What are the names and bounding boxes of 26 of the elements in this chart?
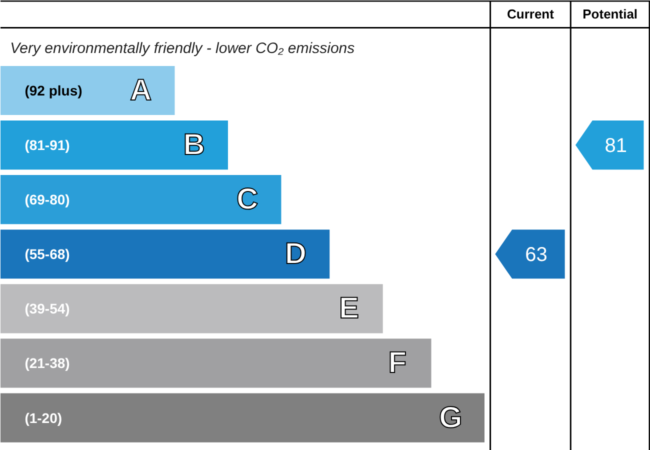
y-tick-label: (81-91) (24, 137, 70, 154)
text: 63 (525, 244, 548, 266)
y-tick-label: (1-20) (24, 410, 62, 426)
y-tick-label: (21-38) (24, 355, 70, 372)
annotation: C (236, 183, 258, 216)
bar (0, 393, 484, 442)
bar (0, 66, 175, 116)
annotation: G (438, 401, 462, 434)
chart-title: Very environmentally friendly - lower CO₂ emissions (10, 40, 356, 57)
annotation: B (183, 128, 205, 162)
y-tick-label: (55-68) (24, 246, 70, 262)
annotation: D (284, 238, 307, 271)
text: Potential (582, 6, 638, 22)
annotation: F (388, 346, 407, 380)
bar (0, 230, 330, 279)
y-tick-label: (39-54) (24, 300, 70, 317)
bar (0, 175, 282, 224)
annotation: E (338, 292, 359, 326)
text: Current (506, 6, 555, 22)
y-tick-label: (69-80) (24, 192, 70, 208)
text: 81 (604, 135, 628, 158)
y-tick-label: (92 plus) (24, 82, 82, 98)
annotation: A (130, 74, 152, 107)
bar (0, 120, 228, 170)
bar (0, 284, 383, 334)
bar (0, 338, 432, 388)
